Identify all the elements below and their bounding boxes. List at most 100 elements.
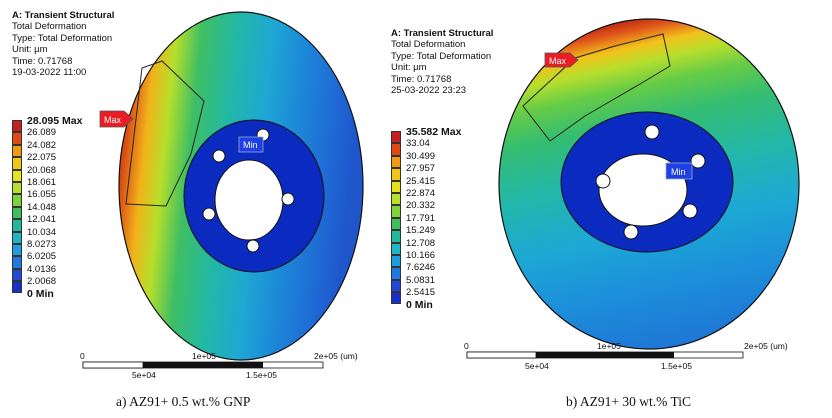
legend-swatch xyxy=(12,120,22,133)
max-tag xyxy=(544,52,579,68)
legend-swatch xyxy=(12,219,22,232)
legend-label: 0 Min xyxy=(27,288,54,301)
legend-swatch xyxy=(391,143,401,156)
legend-swatch xyxy=(391,155,401,169)
legend-label: 28.095 Max xyxy=(27,115,83,127)
bolt-hole xyxy=(595,173,611,189)
legend-label: 22.874 xyxy=(406,187,436,199)
legend-label: 6.0205 xyxy=(27,251,57,263)
info-line: Unit: µm xyxy=(391,62,427,74)
legend-swatch xyxy=(12,281,22,294)
legend-label: 10.034 xyxy=(27,226,57,238)
scale-label: 0 xyxy=(80,351,85,361)
analysis-header: A: Transient Structural xyxy=(391,28,494,39)
scale-label: 2e+05 (um) xyxy=(744,341,788,351)
legend-swatch xyxy=(391,230,401,243)
max-tag xyxy=(99,110,134,128)
min-tag xyxy=(238,136,264,153)
legend-label: 18.061 xyxy=(27,176,57,188)
info-line: Total Deformation xyxy=(391,39,466,51)
info-line: Unit: µm xyxy=(12,44,48,56)
legend-swatch xyxy=(12,268,22,282)
scale-label: 0 xyxy=(464,341,469,351)
legend-swatch xyxy=(12,194,22,207)
min-tag-label: Min xyxy=(243,140,258,150)
scale-label: 1e+05 xyxy=(192,351,216,361)
bolt-hole xyxy=(212,149,226,163)
legend-swatch xyxy=(12,144,22,158)
legend-swatch xyxy=(391,131,401,144)
legend-swatch xyxy=(391,254,401,268)
legend-label: 4.0136 xyxy=(27,263,57,275)
scale-label: 1e+05 xyxy=(597,341,621,351)
legend-label: 2.5415 xyxy=(406,287,436,299)
legend-swatch xyxy=(12,231,22,244)
result-info: A: Transient Structural Total Deformatio… xyxy=(12,10,114,78)
legend-label: 20.068 xyxy=(27,164,57,176)
scale-label: 5e+04 xyxy=(132,370,156,380)
info-line: Time: 0.71768 xyxy=(12,55,73,67)
rotor-viewport-a: Max Min xyxy=(82,11,364,369)
legend-label: 2.0068 xyxy=(27,276,57,288)
info-line: Type: Total Deformation xyxy=(12,32,113,44)
legend-swatch xyxy=(391,217,401,231)
info-line: 19-03-2022 11:00 xyxy=(12,67,87,79)
bolt-hole xyxy=(623,224,639,240)
legend-label: 12.041 xyxy=(27,214,57,226)
legend-label: 35.582 Max xyxy=(406,126,462,138)
scale-bar-segment xyxy=(466,351,537,359)
scale-label: 5e+04 xyxy=(525,361,549,371)
legend-swatch xyxy=(391,168,401,181)
result-info: A: Transient Structural Total Deformatio… xyxy=(391,28,493,96)
legend-label: 27.957 xyxy=(406,163,436,175)
bolt-hole xyxy=(281,192,295,206)
legend-swatch xyxy=(12,256,22,269)
legend-label: 24.082 xyxy=(27,139,57,151)
legend-swatch xyxy=(391,192,401,206)
legend-label: 16.055 xyxy=(27,189,57,201)
min-tag-label: Min xyxy=(671,167,686,177)
legend-swatch xyxy=(391,267,401,280)
result-panel-b: Max Min A: Transient Structural Total De… xyxy=(385,6,815,386)
bolt-hole xyxy=(644,124,660,140)
legend-swatch xyxy=(12,169,22,182)
legend-swatch xyxy=(12,132,22,145)
info-line: 25-03-2022 23:23 xyxy=(391,85,467,97)
legend-swatch xyxy=(391,205,401,218)
scale-bar-segment xyxy=(82,361,144,369)
bolt-hole xyxy=(246,239,260,253)
legend-swatch xyxy=(12,206,22,220)
legend-label: 7.6246 xyxy=(406,262,436,274)
legend-swatch xyxy=(391,279,401,293)
legend-label: 25.415 xyxy=(406,175,436,187)
legend-label: 33.04 xyxy=(406,138,430,150)
legend-label: 17.791 xyxy=(406,212,436,224)
bolt-hole xyxy=(202,207,216,221)
legend-label: 30.499 xyxy=(406,150,436,162)
info-line: Time: 0.71768 xyxy=(391,73,452,85)
center-bore xyxy=(598,153,688,227)
legend-label: 26.089 xyxy=(27,127,57,139)
legend-swatch xyxy=(12,293,22,305)
caption-a: a) AZ91+ 0.5 wt.% GNP xyxy=(116,394,251,409)
result-panel-a: Max Min A: Transient Structural Total De… xyxy=(6,6,380,386)
legend-swatch xyxy=(12,243,22,257)
center-bore xyxy=(214,159,284,241)
scale-bar-segment xyxy=(203,362,263,368)
rotor-viewport-b: Max Min xyxy=(466,18,800,359)
legend-label: 22.075 xyxy=(27,152,57,164)
legend-label: 10.166 xyxy=(406,249,436,261)
legend-swatch xyxy=(391,304,401,316)
caption-b: b) AZ91+ 30 wt.% TiC xyxy=(566,394,692,409)
brake-pad-outline xyxy=(125,60,205,207)
legend-label: 20.332 xyxy=(406,200,436,212)
scale-label: 2e+05 (um) xyxy=(314,351,358,361)
legend-swatch xyxy=(12,181,22,195)
info-line: Total Deformation xyxy=(12,21,87,33)
max-tag-label: Max xyxy=(549,56,567,66)
scale-bar-segment xyxy=(605,352,674,358)
max-tag-label: Max xyxy=(104,115,122,125)
info-line: Type: Total Deformation xyxy=(391,50,492,62)
scale-label: 1.5e+05 xyxy=(246,370,277,380)
legend-label: 5.0831 xyxy=(406,274,436,286)
